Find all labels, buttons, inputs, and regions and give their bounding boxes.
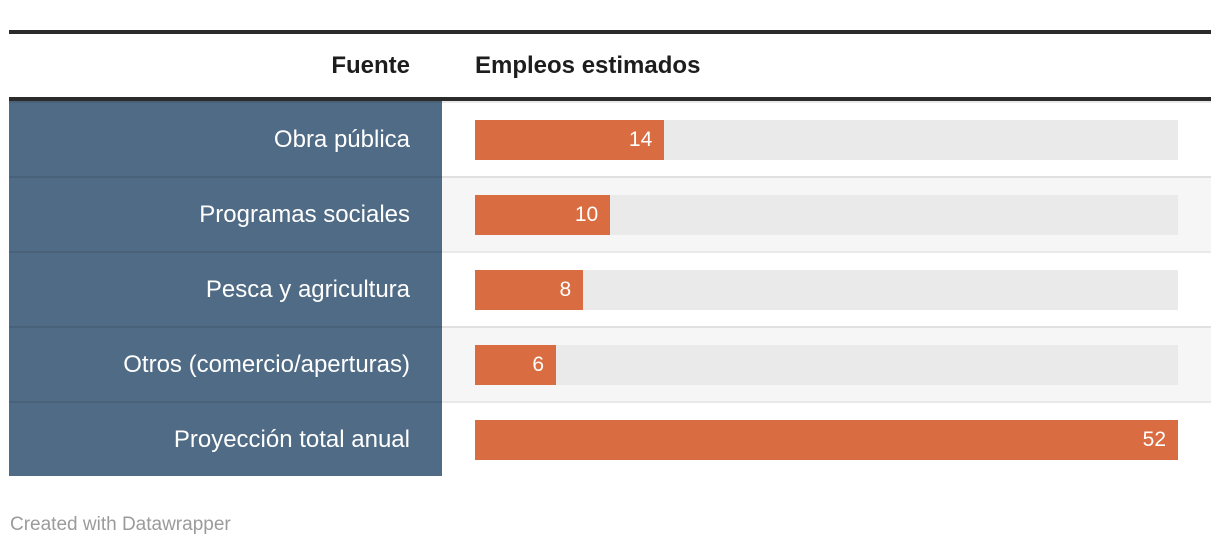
- bar-cell: 10: [442, 176, 1211, 251]
- column-header-empleos-estimados: Empleos estimados: [475, 51, 701, 79]
- table-row: Pesca y agricultura 8: [9, 251, 1211, 326]
- bar-track: 6: [475, 344, 1178, 385]
- value-bar: 8: [475, 269, 584, 310]
- value-bar: 52: [475, 419, 1178, 460]
- table-row: Otros (comercio/aperturas) 6: [9, 326, 1211, 401]
- bar-value-label: 14: [628, 127, 653, 151]
- table-row: Proyección total anual 52: [9, 401, 1211, 476]
- top-rule: [9, 30, 1211, 34]
- bar-cell: 8: [442, 251, 1211, 326]
- row-label: Obra pública: [9, 101, 442, 176]
- table-body: Obra pública 14 Programas sociales: [9, 101, 1211, 476]
- table-row: Programas sociales 10: [9, 176, 1211, 251]
- datawrapper-attribution: Created with Datawrapper: [10, 514, 231, 535]
- value-bar: 6: [475, 344, 557, 385]
- row-label: Proyección total anual: [9, 401, 442, 476]
- bar-track: 52: [475, 419, 1178, 460]
- bar-value-label: 6: [532, 352, 545, 376]
- value-bar: 14: [475, 119, 665, 160]
- column-header-fuente: Fuente: [331, 51, 410, 79]
- table-row: Obra pública 14: [9, 101, 1211, 176]
- bar-track: 8: [475, 269, 1178, 310]
- header-bottom-rule: [9, 97, 1211, 101]
- row-label: Pesca y agricultura: [9, 251, 442, 326]
- table-header-row: Fuente Empleos estimados: [9, 34, 1211, 97]
- row-label: Programas sociales: [9, 176, 442, 251]
- bar-value-label: 52: [1142, 427, 1166, 451]
- bar-cell: 52: [442, 401, 1211, 476]
- bar-value-label: 10: [574, 202, 599, 226]
- bar-track: 14: [475, 119, 1178, 160]
- value-bar: 10: [475, 194, 611, 235]
- bar-value-label: 8: [559, 277, 572, 301]
- bar-track: 10: [475, 194, 1178, 235]
- bar-chart-table: Fuente Empleos estimados Obra pública 14: [9, 30, 1211, 476]
- row-label: Otros (comercio/aperturas): [9, 326, 442, 401]
- bar-cell: 6: [442, 326, 1211, 401]
- bar-cell: 14: [442, 101, 1211, 176]
